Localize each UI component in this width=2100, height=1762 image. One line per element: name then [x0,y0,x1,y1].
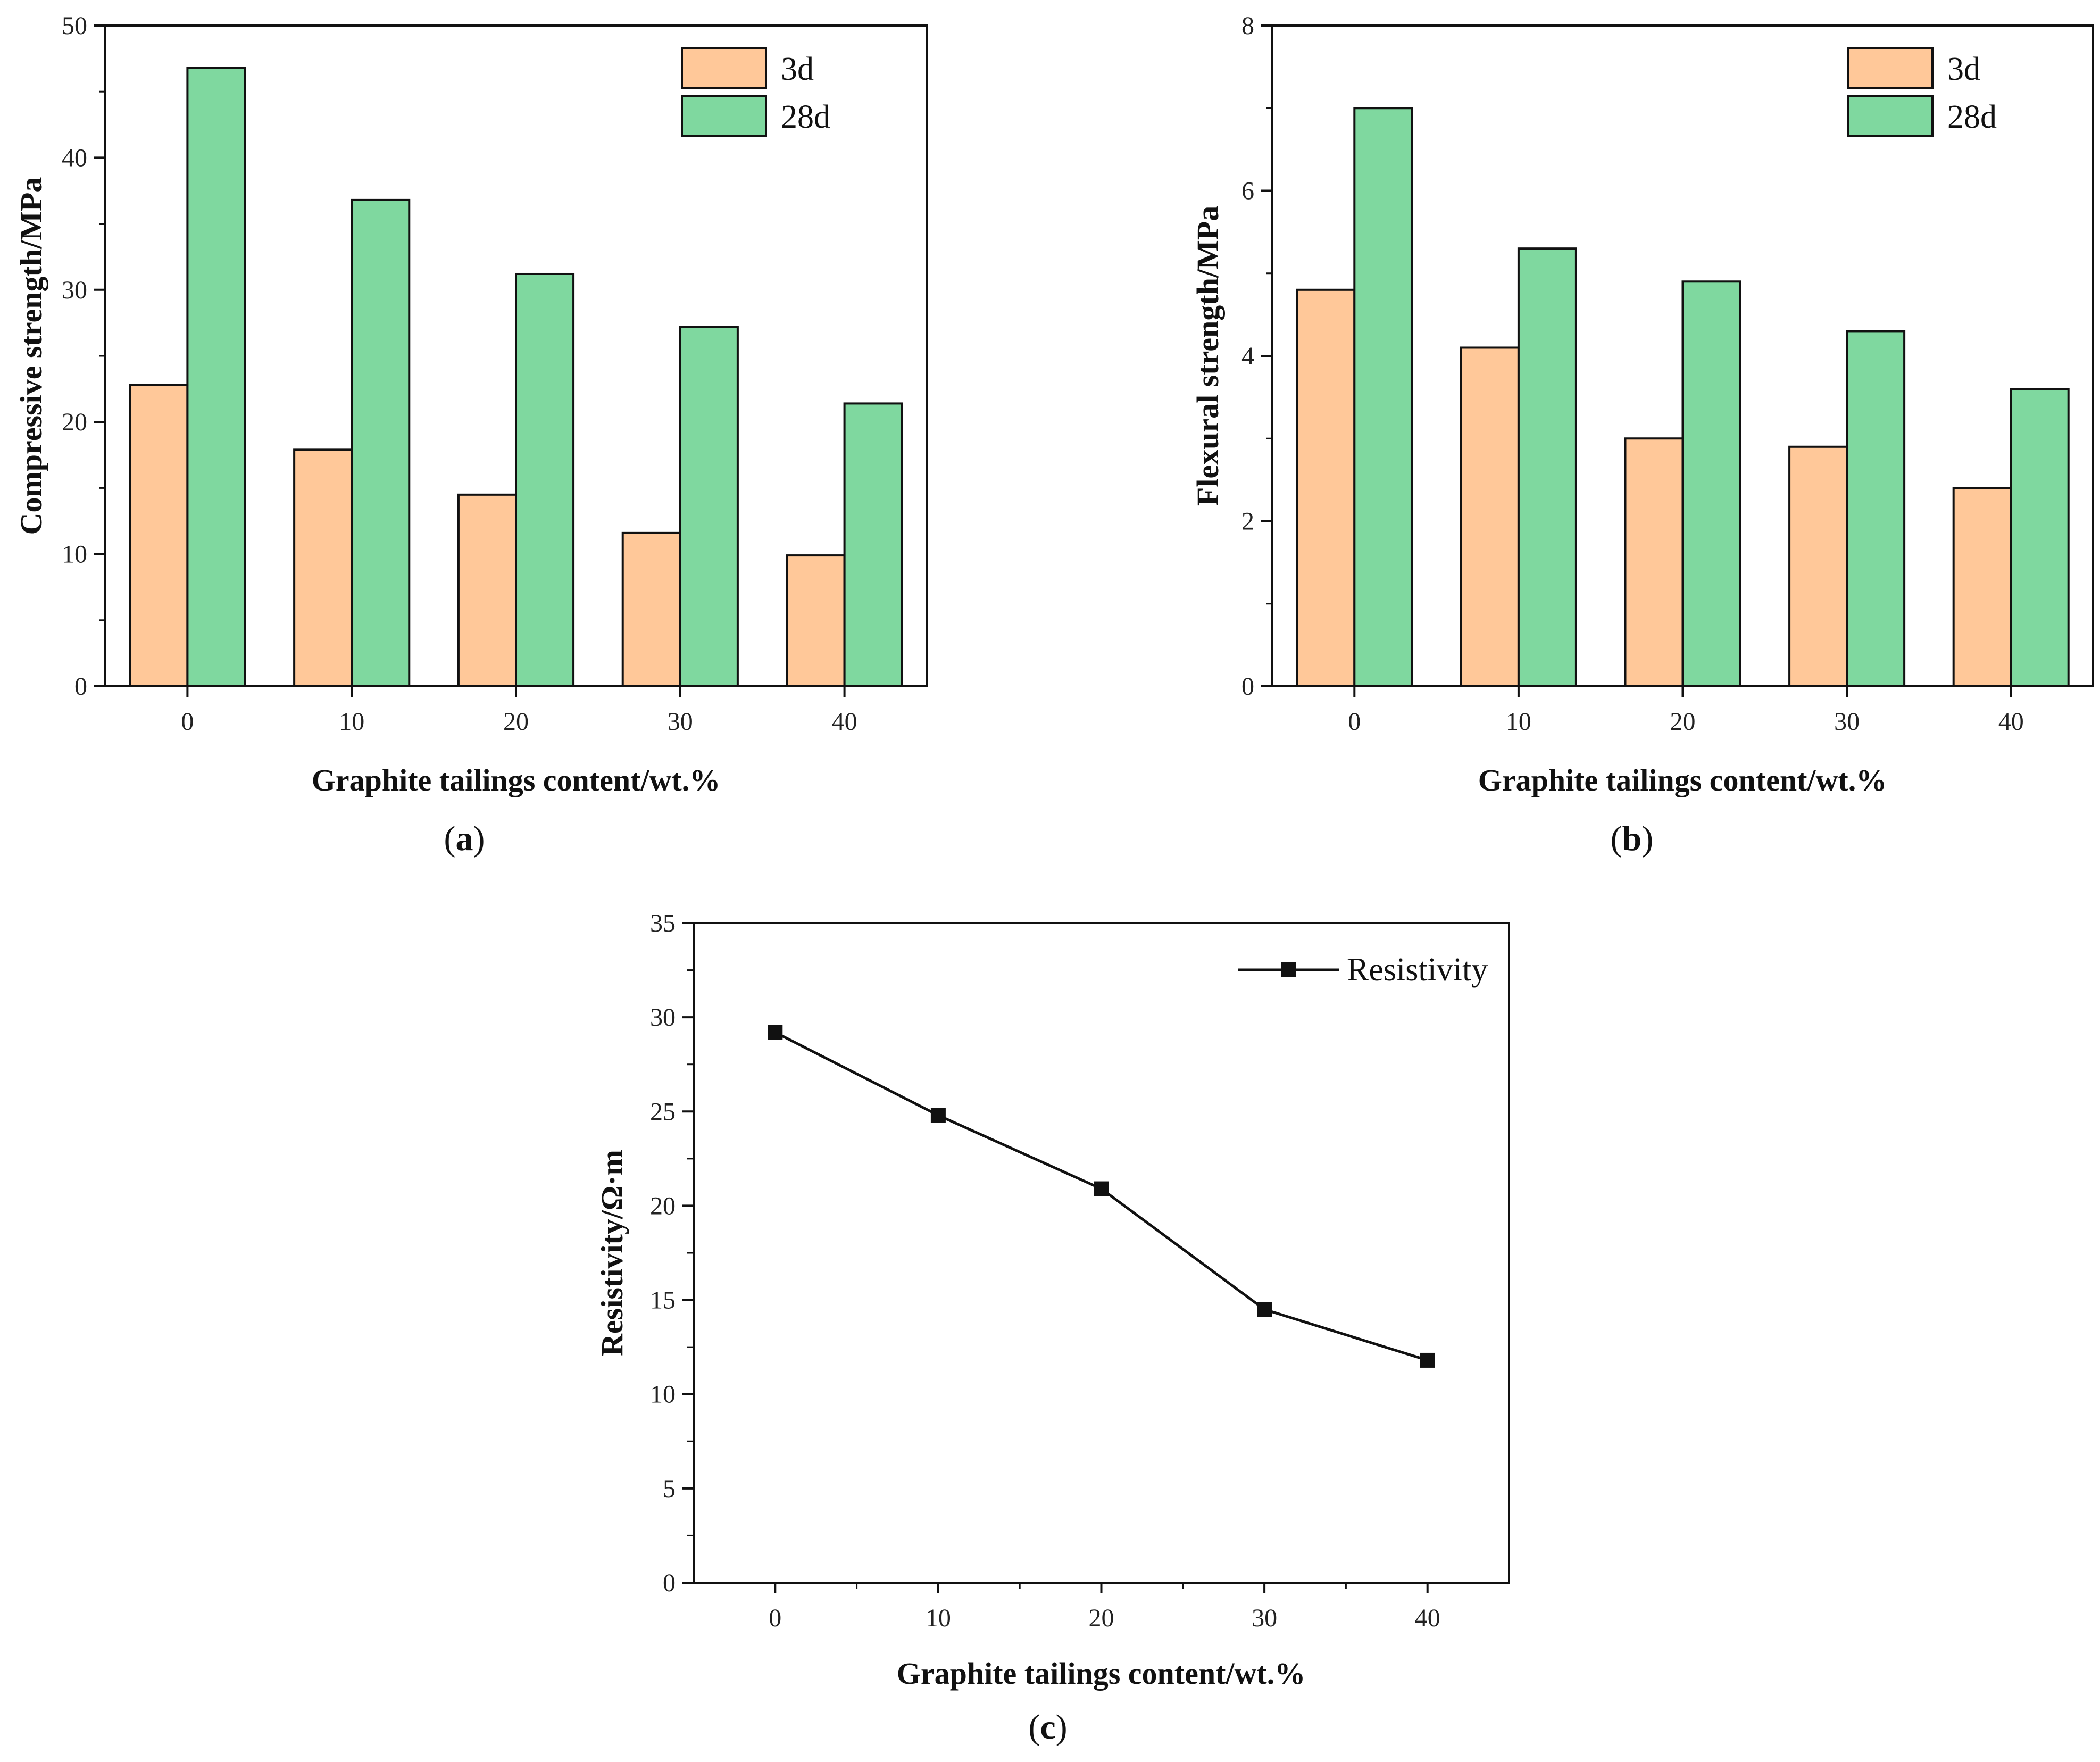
x-tick-label: 20 [1089,1604,1114,1632]
bar-3d-20 [457,493,517,687]
legend-swatch-28d [1847,95,1934,137]
bar-3d-20 [1624,437,1684,687]
y-tick-label: 6 [1241,177,1254,205]
legend-swatch-3d [681,47,767,89]
bar-28d-20 [515,272,575,687]
x-axis-title: Graphite tailings content/wt.% [312,763,720,797]
x-tick-label: 30 [1252,1604,1277,1632]
y-tick-label: 50 [62,12,87,40]
y-tick-label: 5 [663,1475,676,1503]
chart-resistivity: 0 5 10 15 20 25 30 35 0 10 20 30 40 Resistivity Grap… [595,909,1510,1747]
x-tick-label: 0 [1348,708,1361,736]
x-tick-label: 40 [1998,708,2024,736]
point-resistivity-20 [1094,1181,1109,1196]
panel-label-b: (b) [1611,819,1654,858]
panel-label-c: (c) [1028,1708,1067,1747]
point-resistivity-40 [1420,1352,1435,1368]
bar-28d-30 [1846,330,1906,687]
y-axis-title: Flexural strength/MPa [1190,206,1225,506]
bar-28d-10 [1517,247,1577,687]
axis-ticks: 0 10 20 30 40 50 0 10 20 30 40 [62,12,857,736]
point-resistivity-0 [768,1025,783,1040]
y-axis-title: Compressive strength/MPa [14,177,48,535]
bars-group [129,67,903,688]
plot-frame [104,24,928,687]
bar-28d-40 [2010,388,2070,687]
legend-swatch-3d [1847,47,1934,89]
legend-label-28d: 28d [781,99,830,135]
y-tick-label: 0 [1241,672,1254,701]
y-tick-label: 25 [650,1098,676,1126]
y-tick-label: 35 [650,909,676,937]
bar-28d-0 [186,67,246,687]
y-tick-label: 4 [1241,342,1254,370]
x-tick-label: 30 [1834,708,1860,736]
x-tick-label: 10 [339,708,364,736]
bar-28d-40 [843,402,903,687]
bar-28d-10 [351,198,411,687]
legend-label-3d: 3d [781,51,814,87]
x-axis-title: Graphite tailings content/wt.% [1478,763,1887,797]
x-tick-label: 40 [832,708,857,736]
bar-3d-30 [621,531,681,688]
x-tick-label: 30 [668,708,693,736]
plot-frame [693,922,1510,1584]
x-tick-label: 40 [1415,1604,1440,1632]
y-tick-label: 0 [74,672,87,701]
x-tick-label: 0 [769,1604,781,1632]
bar-28d-0 [1353,107,1413,687]
y-tick-label: 20 [650,1192,676,1220]
y-axis-title: Resistivity/Ω·m [595,1150,629,1356]
bars-group [1296,107,2070,688]
bar-28d-20 [1681,280,1741,687]
x-tick-label: 0 [181,708,194,736]
y-tick-label: 10 [650,1381,676,1409]
x-tick-label: 10 [1506,708,1531,736]
bar-3d-40 [1952,487,2012,688]
bar-3d-10 [293,448,353,687]
legend-label-3d: 3d [1947,51,1980,87]
series-group [768,1025,1435,1368]
bar-3d-40 [786,554,846,687]
y-tick-label: 8 [1241,12,1254,40]
legend-label-resistivity: Resistivity [1347,952,1488,988]
plot-frame [1271,24,2094,687]
x-tick-label: 20 [503,708,529,736]
bar-3d-30 [1788,445,1848,688]
y-tick-label: 15 [650,1286,676,1315]
series-line-resistivity [774,1031,1428,1362]
point-resistivity-30 [1257,1302,1272,1317]
legend: Resistivity [1238,952,1488,988]
legend-swatch-28d [681,95,767,137]
bar-3d-0 [1296,288,1356,687]
legend-label-28d: 28d [1947,99,1997,135]
axis-ticks: 0 2 4 6 8 0 10 20 30 40 [1241,12,2024,736]
axis-ticks: 0 5 10 15 20 25 30 35 0 10 20 30 40 [650,909,1440,1632]
point-resistivity-10 [930,1108,946,1123]
bar-3d-0 [129,384,189,687]
legend-marker-resistivity [1281,962,1296,977]
panel-label-a: (a) [444,819,485,858]
y-tick-label: 2 [1241,508,1254,536]
x-tick-label: 10 [926,1604,951,1632]
x-axis-title: Graphite tailings content/wt.% [897,1656,1305,1691]
y-tick-label: 40 [62,144,87,172]
y-tick-label: 0 [663,1569,676,1597]
y-tick-label: 30 [650,1003,676,1032]
bar-28d-30 [679,326,739,687]
y-tick-label: 20 [62,408,87,436]
y-tick-label: 30 [62,276,87,304]
x-tick-label: 20 [1670,708,1696,736]
y-tick-label: 10 [62,541,87,569]
bar-3d-10 [1460,346,1520,687]
